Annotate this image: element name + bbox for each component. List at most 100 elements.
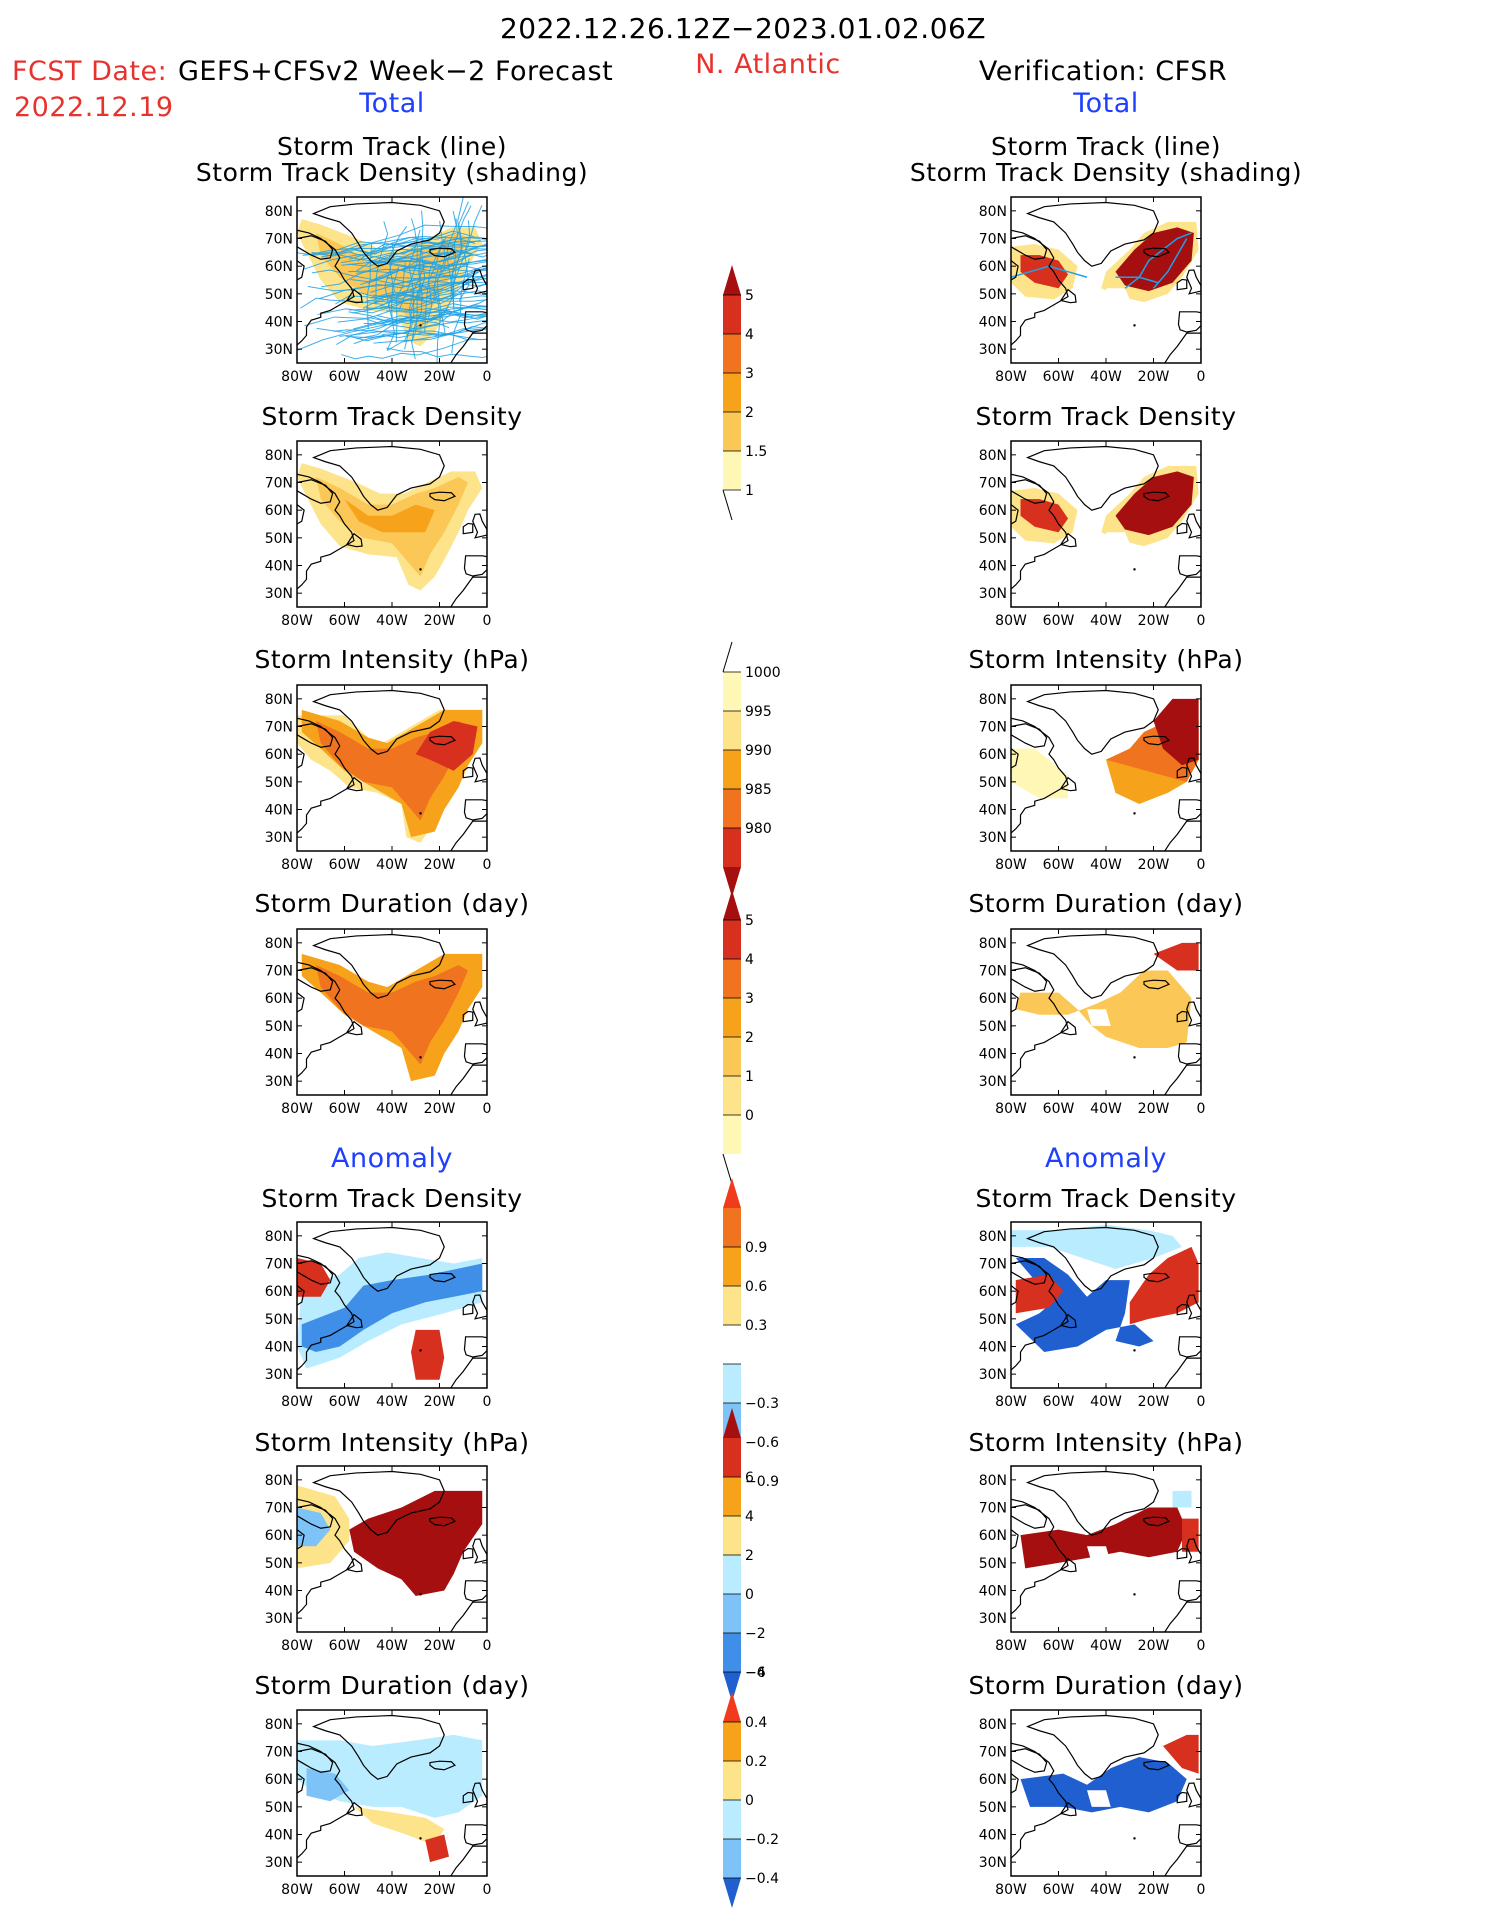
map-anom-intensity-cfsr: 80N 70N 60N 50N 40N 30N 80W 60W 40W 20W 0 [979,1465,1205,1654]
colorbar-tick-label: −0.3 [745,1396,779,1412]
lat-tick-label: 80N [979,1717,1007,1733]
map-track-line-forecast: 80N 70N 60N 50N 40N 30N 80W 60W 40W 20W 0 [265,196,492,385]
lat-tick-label: 60N [979,259,1007,275]
lon-tick-label: 40W [1090,369,1122,385]
lat-tick-label: 70N [979,1501,1007,1517]
map-anom-density-cfsr: 80N 70N 60N 50N 40N 30N 80W 60W 40W 20W 0 [979,1221,1205,1410]
lat-tick-label: 50N [979,1800,1007,1816]
lon-tick-label: 20W [424,613,456,629]
lat-tick-label: 50N [979,287,1007,303]
lon-tick-label: 0 [1197,857,1206,873]
lat-tick-label: 70N [265,1257,293,1273]
lat-tick-label: 30N [265,1855,293,1871]
anomaly-label-left: Anomaly [331,1143,453,1174]
lat-tick-label: 40N [265,1340,293,1356]
lon-tick-label: 40W [376,857,408,873]
lat-tick-label: 80N [979,448,1007,464]
lon-tick-label: 40W [376,613,408,629]
lon-tick-label: 60W [1043,613,1075,629]
panel-title-anom-density-right: Storm Track Density [975,1184,1237,1213]
lon-tick-label: 20W [1138,1394,1170,1410]
lon-tick-label: 80W [281,369,313,385]
lon-tick-label: 80W [281,857,313,873]
lat-tick-label: 30N [265,1367,293,1383]
lat-tick-label: 60N [265,991,293,1007]
colorbar-tick-label: 0 [745,1587,754,1603]
lon-tick-label: 40W [376,1638,408,1654]
lat-tick-label: 30N [265,830,293,846]
lat-tick-label: 40N [979,1047,1007,1063]
map-anom-intensity-forecast: 80N 70N 60N 50N 40N 30N 80W 60W 40W 20W 0 [265,1465,492,1654]
lat-tick-label: 80N [265,1473,293,1489]
period-title: 2022.12.26.12Z−2023.01.02.06Z [499,12,987,45]
colorbar-tick-label: 2 [745,1030,754,1046]
lat-tick-label: 70N [979,476,1007,492]
lon-tick-label: 80W [995,369,1027,385]
lon-tick-label: 40W [1090,1394,1122,1410]
lon-tick-label: 40W [1090,1638,1122,1654]
colorbar-tick-label: 3 [745,366,754,382]
colorbar-tick-label: 1 [745,483,754,499]
lat-tick-label: 30N [265,1074,293,1090]
lat-tick-label: 60N [265,747,293,763]
lon-tick-label: 60W [329,1394,361,1410]
lon-tick-label: 20W [1138,1101,1170,1117]
colorbar-tick-label: 0 [745,1108,754,1124]
lat-tick-label: 80N [265,1229,293,1245]
colorbar-tick-label: 6 [745,1470,754,1486]
lat-tick-label: 50N [265,775,293,791]
lat-tick-label: 40N [979,1828,1007,1844]
panel-title-anom-duration-right: Storm Duration (day) [968,1671,1244,1700]
map-intensity-cfsr: 80N 70N 60N 50N 40N 30N 80W 60W 40W 20W 0 [979,684,1206,873]
lon-tick-label: 60W [1043,1394,1075,1410]
lat-tick-label: 70N [265,476,293,492]
lat-tick-label: 50N [265,1556,293,1572]
lat-tick-label: 30N [979,1855,1007,1871]
lon-tick-label: 60W [1043,369,1075,385]
lon-tick-label: 80W [281,613,313,629]
colorbar-tick-label: 0.9 [745,1240,767,1256]
lat-tick-label: 40N [979,1340,1007,1356]
colorbar-tick-label: 5 [745,913,754,929]
colorbar-tick-label: 985 [745,782,772,798]
lon-tick-label: 0 [1197,613,1206,629]
colorbar-intensity-anom: 6 4 2 0 −2 −4 [723,1408,766,1702]
lon-tick-label: 20W [1138,613,1170,629]
lat-tick-label: 60N [979,1284,1007,1300]
lon-tick-label: 80W [995,1394,1027,1410]
lat-tick-label: 30N [979,1611,1007,1627]
colorbar-tick-label: 1000 [745,665,781,681]
colorbar-tick-label: 980 [745,821,772,837]
colorbar-tick-label: −0.4 [745,1871,779,1887]
lon-tick-label: 40W [1090,1101,1122,1117]
lat-tick-label: 50N [265,1019,293,1035]
lon-tick-label: 80W [281,1394,313,1410]
lon-tick-label: 60W [329,857,361,873]
lon-tick-label: 40W [376,1394,408,1410]
map-duration-cfsr: 80N 70N 60N 50N 40N 30N 80W 60W 40W 20W 0 [979,928,1205,1117]
colorbar-tick-label: 5 [745,288,754,304]
lat-tick-label: 60N [979,1772,1007,1788]
lat-tick-label: 80N [265,936,293,952]
panel-title-track-line-right: Storm Track (line) [990,132,1222,161]
lat-tick-label: 50N [265,1800,293,1816]
panel-title-anom-density-left: Storm Track Density [261,1184,523,1213]
lat-tick-label: 80N [265,448,293,464]
lat-tick-label: 50N [979,1019,1007,1035]
colorbar-tick-label: −2 [745,1626,766,1642]
lon-tick-label: 0 [483,369,492,385]
panel-title-anom-duration-left: Storm Duration (day) [254,1671,530,1700]
colorbar-density-total: 5 4 3 2 1.5 1 [722,265,767,521]
lon-tick-label: 60W [329,1101,361,1117]
lon-tick-label: 60W [329,613,361,629]
map-anom-duration-cfsr: 80N 70N 60N 50N 40N 30N 80W 60W 40W 20W 0 [979,1709,1205,1898]
lat-tick-label: 80N [979,936,1007,952]
colorbar-tick-label: 995 [745,704,772,720]
lon-tick-label: 60W [329,1882,361,1898]
colorbar-tick-label: −0.6 [745,1435,779,1451]
lon-tick-label: 0 [483,1638,492,1654]
lon-tick-label: 80W [281,1101,313,1117]
lon-tick-label: 20W [1138,1638,1170,1654]
lon-tick-label: 20W [424,1101,456,1117]
